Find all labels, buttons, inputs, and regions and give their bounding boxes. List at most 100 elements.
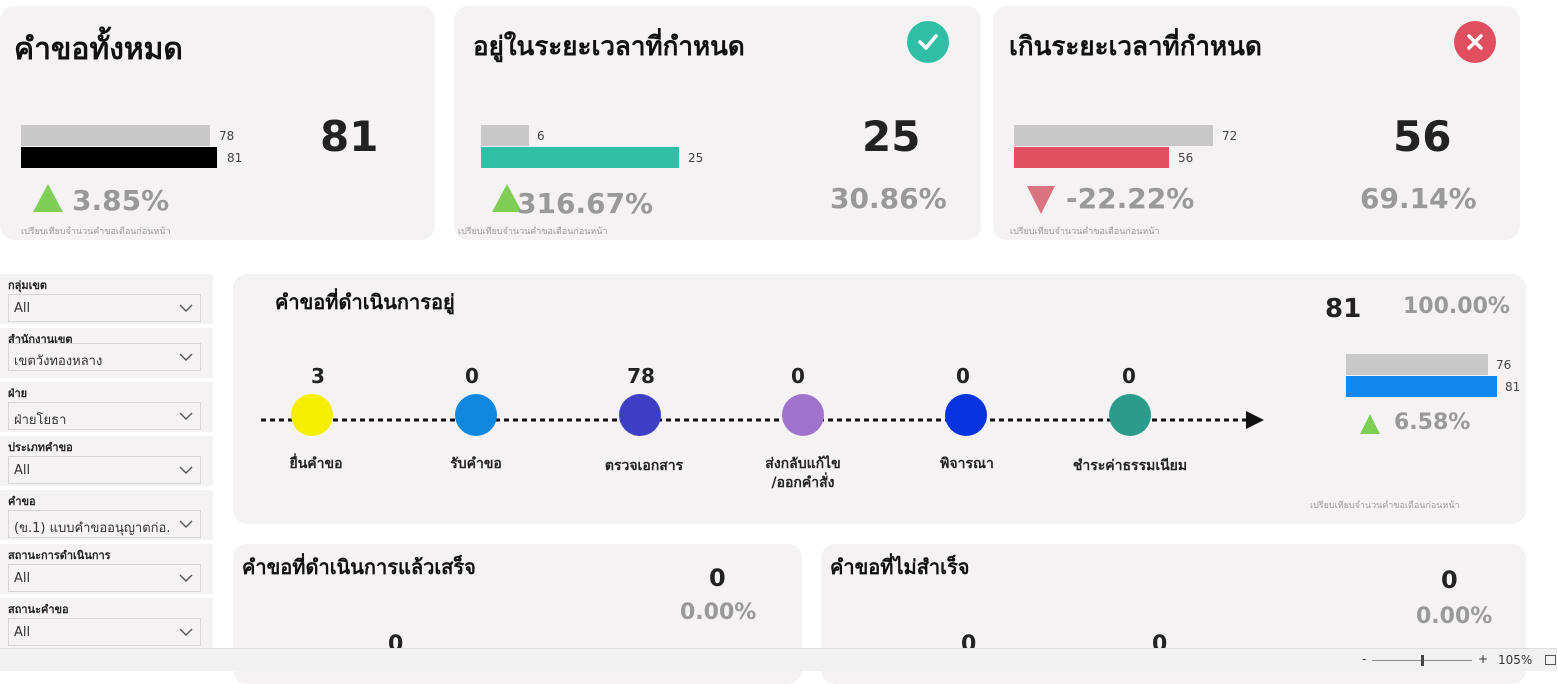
x-circle-icon [1454, 21, 1496, 63]
bar-current-label: 81 [227, 151, 243, 165]
stage-count-submit: 3 [311, 364, 325, 388]
filter-value: All [14, 463, 31, 478]
filter-value: All [14, 301, 31, 316]
filter-dropdown[interactable]: ฝ่ายโยธา [8, 402, 201, 430]
filter-label: สถานะการดำเนินการ [8, 549, 111, 562]
stage-label-line: /ออกคำสั่ง [771, 475, 835, 491]
chevron-down-icon [179, 304, 193, 312]
filter-dropdown[interactable]: All [8, 294, 201, 322]
bar-previous [481, 125, 529, 146]
in-progress-card: คำขอที่ดำเนินการอยู่ 3 ยื่นคำขอ 0 รับคำข… [233, 274, 1526, 524]
filter-dropdown[interactable]: All [8, 618, 201, 646]
filter-request-status: สถานะคำขอ All [0, 598, 213, 648]
bar-current [21, 147, 217, 168]
filter-request-type: ประเภทคำขอ All [0, 436, 213, 486]
filter-label: สถานะคำขอ [8, 603, 69, 616]
chevron-down-icon [179, 353, 193, 361]
zoom-slider-handle[interactable] [1421, 655, 1424, 666]
bar-current [1014, 147, 1169, 168]
failed-value: 0 [1441, 566, 1458, 594]
filter-value: ฝ่ายโยธา [14, 413, 67, 428]
filter-department: ฝ่าย ฝ่ายโยธา [0, 382, 213, 432]
in-progress-change: 6.58% [1394, 410, 1471, 435]
failed-title: คำขอที่ไม่สำเร็จ [830, 555, 970, 579]
stage-count-document-check: 78 [627, 364, 655, 388]
stage-label-line: ส่งกลับแก้ไข [765, 456, 841, 472]
chevron-down-icon [179, 574, 193, 582]
bar-current [1346, 376, 1497, 397]
filter-label: สำนักงานเขต [8, 333, 73, 346]
filter-request: คำขอ (ข.1) แบบคำขออนุญาตก่อ... [0, 490, 213, 540]
filter-value: (ข.1) แบบคำขออนุญาตก่อ... [14, 521, 169, 536]
stage-label-submit: ยื่นคำขอ [289, 456, 343, 472]
trend-down-icon [1027, 186, 1055, 214]
bar-previous [1014, 125, 1213, 146]
kpi-change: 3.85% [72, 184, 170, 217]
filter-value: All [14, 571, 31, 586]
bar-previous-label: 76 [1496, 358, 1512, 372]
bar-previous-label: 72 [1222, 129, 1238, 143]
stage-label-consider: พิจารณา [940, 456, 994, 472]
stage-count-receive: 0 [465, 364, 479, 388]
kpi-card-on-time: อยู่ในระยะเวลาที่กำหนด 6 25 25 30.86% 31… [454, 6, 981, 240]
chevron-down-icon [179, 628, 193, 636]
bar-previous-label: 78 [219, 129, 235, 143]
stage-dot-consider[interactable] [945, 394, 987, 436]
kpi-share: 30.86% [830, 182, 947, 215]
in-progress-note: เปรียบเทียบจำนวนคำขอเดือนก่อนหน้า [1310, 501, 1460, 511]
zoom-out-button[interactable]: - [1362, 652, 1367, 666]
filter-dropdown[interactable]: All [8, 456, 201, 484]
stage-count-payment: 0 [1122, 364, 1136, 388]
bar-current-label: 81 [1505, 380, 1521, 394]
in-progress-total-pct: 100.00% [1403, 294, 1510, 319]
filter-dropdown[interactable]: เขตวังทองหลาง [8, 343, 201, 371]
filter-label: ประเภทคำขอ [8, 441, 73, 454]
stage-count-consider: 0 [956, 364, 970, 388]
fit-page-icon[interactable] [1545, 655, 1556, 665]
stage-label-return-edit: ส่งกลับแก้ไข /ออกคำสั่ง [723, 455, 883, 493]
bar-current [481, 147, 679, 168]
kpi-change: 316.67% [517, 187, 654, 220]
bar-previous [21, 125, 210, 146]
stage-dot-payment[interactable] [1109, 394, 1151, 436]
kpi-card-overdue: เกินระยะเวลาที่กำหนด 72 56 56 69.14% -22… [993, 6, 1520, 240]
filter-dropdown[interactable]: (ข.1) แบบคำขออนุญาตก่อ... [8, 510, 201, 538]
completed-pct: 0.00% [680, 600, 757, 625]
completed-value: 0 [709, 564, 726, 592]
stage-dot-receive[interactable] [455, 394, 497, 436]
zoom-in-button[interactable]: + [1478, 652, 1489, 666]
kpi-note: เปรียบเทียบจำนวนคำขอเดือนก่อนหน้า [458, 227, 608, 237]
status-bar: - + 105% [0, 648, 1557, 671]
stage-dot-document-check[interactable] [619, 394, 661, 436]
kpi-value: 56 [1393, 112, 1452, 161]
chevron-down-icon [179, 466, 193, 474]
kpi-value: 81 [320, 112, 379, 161]
filter-zone-group: กลุ่มเขต All [0, 274, 213, 324]
trend-up-icon [492, 184, 522, 212]
failed-pct: 0.00% [1416, 604, 1493, 629]
kpi-note: เปรียบเทียบจำนวนคำขอเดือนก่อนหน้า [1010, 227, 1160, 237]
filter-value: เขตวังทองหลาง [14, 354, 103, 369]
stage-label-document-check: ตรวจเอกสาร [604, 458, 684, 474]
stage-dot-return-edit[interactable] [782, 394, 824, 436]
kpi-title: เกินระยะเวลาที่กำหนด [1009, 32, 1262, 62]
kpi-note: เปรียบเทียบจำนวนคำขอเดือนก่อนหน้า [21, 227, 171, 237]
kpi-card-total: คำขอทั้งหมด 78 81 81 3.85% เปรียบเทียบจำ… [0, 6, 435, 240]
bar-current-label: 25 [688, 151, 704, 165]
trend-up-icon [33, 184, 63, 212]
stage-dot-submit[interactable] [291, 394, 333, 436]
filter-processing-status: สถานะการดำเนินการ All [0, 544, 213, 594]
zoom-level: 105% [1498, 653, 1533, 667]
in-progress-title: คำขอที่ดำเนินการอยู่ [275, 290, 455, 314]
in-progress-total: 81 [1325, 294, 1362, 324]
stage-label-payment: ชำระค่าธรรมเนียม [1072, 458, 1188, 474]
filter-dropdown[interactable]: All [8, 564, 201, 592]
chevron-down-icon [179, 412, 193, 420]
stage-label-receive: รับคำขอ [450, 456, 502, 472]
filter-value: All [14, 625, 31, 640]
chevron-down-icon [179, 520, 193, 528]
filter-label: ฝ่าย [8, 387, 28, 400]
completed-title: คำขอที่ดำเนินการแล้วเสร็จ [242, 555, 476, 579]
kpi-title: คำขอทั้งหมด [14, 32, 183, 67]
filter-label: คำขอ [8, 495, 36, 508]
